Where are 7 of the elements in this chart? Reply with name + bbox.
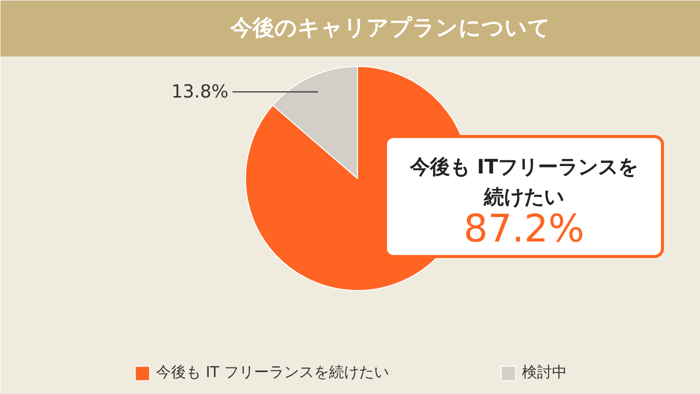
text: 続けたい [483, 184, 564, 208]
data-label: 87.2% [464, 206, 584, 250]
data-label: 13.8% [171, 81, 229, 102]
legend-label: 今後も IT フリーランスを続けたい [156, 363, 390, 382]
text: 今後も ITフリーランスを [408, 154, 638, 178]
chart-title: 今後のキャリアプランについて [230, 16, 550, 41]
legend-label: 検討中 [522, 363, 568, 382]
